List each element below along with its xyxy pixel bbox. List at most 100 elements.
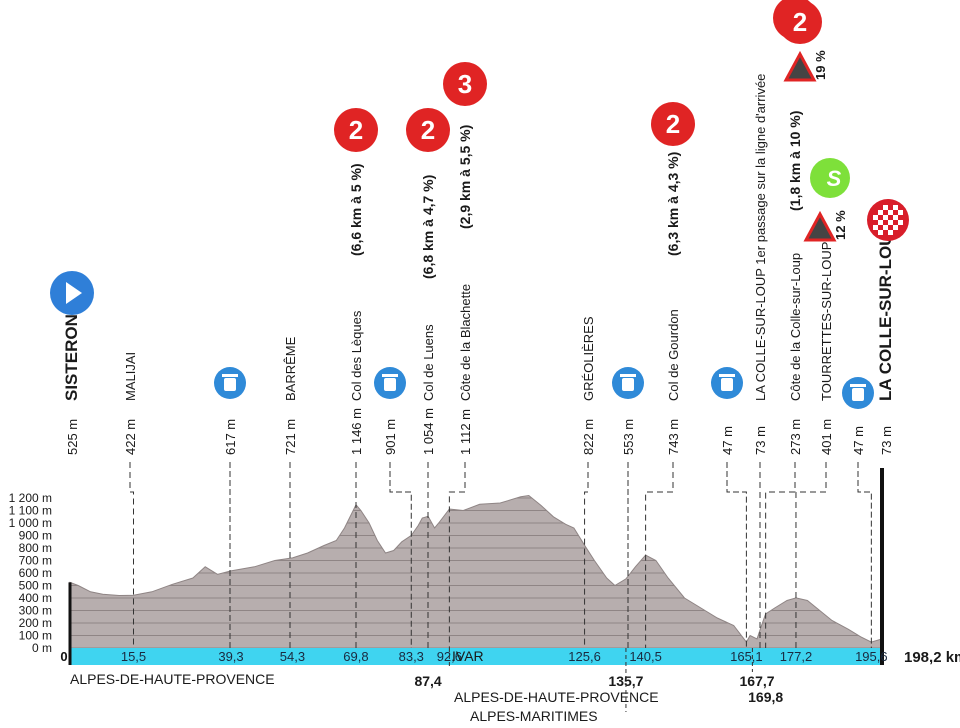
place-label: TOURRETTES-SUR-LOUP bbox=[819, 242, 834, 401]
finish-check-square bbox=[878, 230, 883, 235]
x-tick-label: 15,5 bbox=[121, 649, 146, 664]
feed-bag-icon bbox=[852, 388, 864, 401]
y-tick-label: 0 m bbox=[32, 641, 52, 655]
feed-bag-lid bbox=[620, 374, 636, 377]
leader-line bbox=[795, 462, 827, 648]
sprint-icon bbox=[810, 158, 850, 198]
feed-bag-lid bbox=[222, 374, 238, 377]
climb-gradient-label: (6,3 km à 4,3 %) bbox=[665, 152, 681, 256]
y-tick-label: 1 200 m bbox=[9, 491, 52, 505]
finish-check-square bbox=[893, 225, 898, 230]
climb-category-number: 2 bbox=[349, 115, 363, 145]
feed-bag-lid bbox=[382, 374, 398, 377]
altitude-label: 73 m bbox=[879, 426, 894, 455]
y-tick-label: 500 m bbox=[19, 579, 52, 593]
y-tick-label: 700 m bbox=[19, 554, 52, 568]
leader-line bbox=[857, 462, 872, 648]
feed-zone-icon bbox=[214, 367, 246, 399]
climb-gradient-label: (6,6 km à 5 %) bbox=[348, 163, 364, 256]
altitude-label: 1 112 m bbox=[458, 409, 473, 455]
climb-category-number: 2 bbox=[421, 115, 435, 145]
altitude-label: 617 m bbox=[223, 419, 238, 455]
climb-gradient-label: (6,8 km à 4,7 %) bbox=[420, 175, 436, 279]
leader-line bbox=[726, 462, 747, 648]
feed-bag-lid bbox=[850, 384, 866, 387]
place-label: Côte de la Blachette bbox=[458, 284, 473, 401]
sprint-icon-letter: S bbox=[827, 166, 842, 191]
x-tick-label: 39,3 bbox=[218, 649, 243, 664]
feed-zone-icon bbox=[842, 377, 874, 409]
feed-bag-icon bbox=[224, 378, 236, 391]
place-label: Col de Gourdon bbox=[666, 309, 681, 401]
finish-check-square bbox=[898, 220, 903, 225]
finish-check-square bbox=[883, 205, 888, 210]
x-tick-label: 177,2 bbox=[780, 649, 813, 664]
total-distance-label: 198,2 km bbox=[904, 649, 960, 666]
start-arrow-icon bbox=[66, 282, 82, 304]
climb-category-icon bbox=[406, 108, 450, 152]
y-tick-label: 1 000 m bbox=[9, 516, 52, 530]
x-tick-label-below: 87,4 bbox=[414, 673, 441, 689]
climb-category-icon bbox=[334, 108, 378, 152]
altitude-label: 1 054 m bbox=[421, 408, 436, 455]
finish-check-square bbox=[898, 210, 903, 215]
climb-category-icon bbox=[443, 62, 487, 106]
region-label: ALPES-DE-HAUTE-PROVENCE bbox=[70, 671, 275, 687]
altitude-label: 47 m bbox=[851, 426, 866, 455]
feed-bag-icon bbox=[721, 378, 733, 391]
finish-check-square bbox=[893, 205, 898, 210]
steep-triangle bbox=[783, 50, 817, 82]
y-tick-label: 900 m bbox=[19, 529, 52, 543]
altitude-label: 47 m bbox=[720, 426, 735, 455]
y-tick-label: 400 m bbox=[19, 591, 52, 605]
x-tick-label-below: 169,8 bbox=[748, 689, 783, 705]
x-tick-label-below: 135,7 bbox=[608, 673, 643, 689]
leader-line bbox=[765, 462, 796, 648]
x-tick-label: 54,3 bbox=[280, 649, 305, 664]
place-label: BARRÊME bbox=[283, 336, 298, 401]
place-label: Col de Luens bbox=[421, 324, 436, 401]
leader-line bbox=[584, 462, 589, 648]
x-tick-label: 165,1 bbox=[730, 649, 763, 664]
altitude-label: 822 m bbox=[581, 419, 596, 455]
y-tick-label: 300 m bbox=[19, 604, 52, 618]
climb-category-icon bbox=[651, 102, 695, 146]
x-tick-label: 195,6 bbox=[855, 649, 888, 664]
finish-check-square bbox=[888, 230, 893, 235]
altitude-label: 401 m bbox=[819, 419, 834, 455]
place-label: LA COLLE-SUR-LOUP 1er passage sur la lig… bbox=[753, 74, 768, 401]
finish-check-square bbox=[873, 225, 878, 230]
finish-check-square bbox=[883, 225, 888, 230]
steep-gradient-icon bbox=[803, 210, 837, 242]
climb-category-number: 2 bbox=[793, 7, 807, 37]
altitude-label: 273 m bbox=[788, 419, 803, 455]
leader-line bbox=[129, 462, 135, 648]
finish-check-square bbox=[893, 215, 898, 220]
feed-bag-icon bbox=[622, 378, 634, 391]
climb-category-number: 3 bbox=[458, 69, 472, 99]
steep-gradient-label: 19 % bbox=[813, 50, 828, 80]
steep-triangle bbox=[803, 210, 837, 242]
altitude-label: 721 m bbox=[283, 419, 298, 455]
steep-gradient-icon bbox=[783, 50, 817, 82]
y-tick-label: 800 m bbox=[19, 541, 52, 555]
finish-check-square bbox=[883, 215, 888, 220]
town-label-major: LA COLLE-SUR-LOUP bbox=[876, 222, 895, 401]
altitude-label: 553 m bbox=[621, 419, 636, 455]
finish-check-square bbox=[888, 210, 893, 215]
feed-zone-icon bbox=[612, 367, 644, 399]
finish-check-square bbox=[878, 220, 883, 225]
x-tick-label-below: 167,7 bbox=[740, 673, 775, 689]
climb-category-icon bbox=[778, 0, 822, 44]
altitude-label: 743 m bbox=[666, 419, 681, 455]
leader-line bbox=[389, 462, 412, 648]
place-label: GRÉOLIÈRES bbox=[581, 316, 596, 401]
x-tick-label: 0 bbox=[60, 649, 67, 664]
altitude-label: 422 m bbox=[123, 419, 138, 455]
place-label: MALIJAI bbox=[123, 352, 138, 401]
climb-gradient-label: (1,8 km à 10 %) bbox=[787, 111, 803, 211]
finish-flag-icon bbox=[867, 199, 909, 241]
finish-check-square bbox=[873, 215, 878, 220]
